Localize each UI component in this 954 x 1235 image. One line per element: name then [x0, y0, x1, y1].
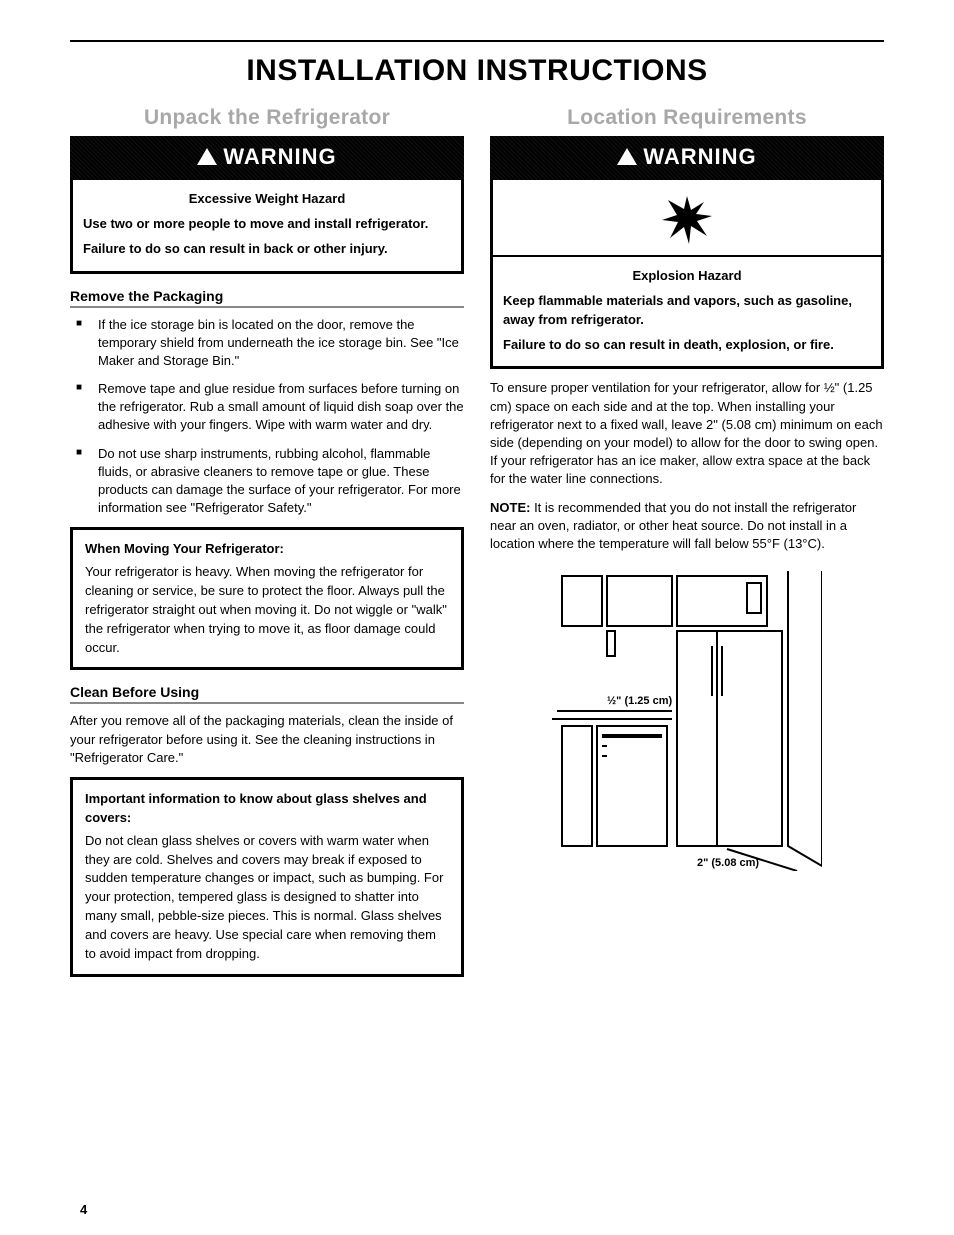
diagram-label-side: ½" (1.25 cm)	[607, 695, 672, 707]
warning-banner-text: WARNING	[643, 144, 756, 170]
note-body: It is recommended that you do not instal…	[490, 500, 856, 551]
warning-line: Keep flammable materials and vapors, suc…	[503, 292, 871, 330]
warning-box-weight: Excessive Weight Hazard Use two or more …	[70, 180, 464, 274]
note-paragraph: NOTE: It is recommended that you do not …	[490, 499, 884, 554]
warning-line: Use two or more people to move and insta…	[83, 215, 451, 234]
clean-paragraph: After you remove all of the packaging ma…	[70, 712, 464, 767]
warning-head: Explosion Hazard	[503, 267, 871, 286]
clearance-diagram: ½" (1.25 cm) 2" (5.08 cm)	[490, 571, 884, 871]
explosion-icon	[490, 180, 884, 255]
warning-triangle-icon	[197, 148, 217, 165]
warning-box-explosion: Explosion Hazard Keep flammable material…	[490, 255, 884, 369]
warning-head: Excessive Weight Hazard	[83, 190, 451, 209]
info-box-glass: Important information to know about glas…	[70, 777, 464, 977]
warning-banner-left: WARNING	[70, 136, 464, 180]
subheading-remove-packaging: Remove the Packaging	[70, 288, 464, 308]
top-rule	[70, 40, 884, 42]
note-label: NOTE:	[490, 500, 530, 515]
warning-line: Failure to do so can result in back or o…	[83, 240, 451, 259]
right-column: Location Requirements WARNING Explosion …	[490, 106, 884, 977]
warning-line: Failure to do so can result in death, ex…	[503, 336, 871, 355]
warning-banner-text: WARNING	[223, 144, 336, 170]
page-number: 4	[80, 1202, 87, 1217]
section-title-location: Location Requirements	[490, 106, 884, 130]
list-item: If the ice storage bin is located on the…	[76, 316, 464, 371]
info-box-head: When Moving Your Refrigerator:	[85, 540, 449, 559]
page-title: INSTALLATION INSTRUCTIONS	[70, 54, 884, 88]
list-item: Remove tape and glue residue from surfac…	[76, 380, 464, 435]
list-item: Do not use sharp instruments, rubbing al…	[76, 445, 464, 518]
section-title-unpack: Unpack the Refrigerator	[70, 106, 464, 130]
ventilation-paragraph: To ensure proper ventilation for your re…	[490, 379, 884, 488]
info-box-head: Important information to know about glas…	[85, 790, 449, 828]
left-column: Unpack the Refrigerator WARNING Excessiv…	[70, 106, 464, 977]
info-box-body: Your refrigerator is heavy. When moving …	[85, 563, 449, 657]
info-box-moving: When Moving Your Refrigerator: Your refr…	[70, 527, 464, 670]
subheading-clean: Clean Before Using	[70, 684, 464, 704]
info-box-body: Do not clean glass shelves or covers wit…	[85, 832, 449, 964]
packaging-bullets: If the ice storage bin is located on the…	[70, 316, 464, 518]
diagram-label-bottom: 2" (5.08 cm)	[697, 857, 759, 869]
columns: Unpack the Refrigerator WARNING Excessiv…	[70, 106, 884, 977]
warning-banner-right: WARNING	[490, 136, 884, 180]
warning-triangle-icon	[617, 148, 637, 165]
